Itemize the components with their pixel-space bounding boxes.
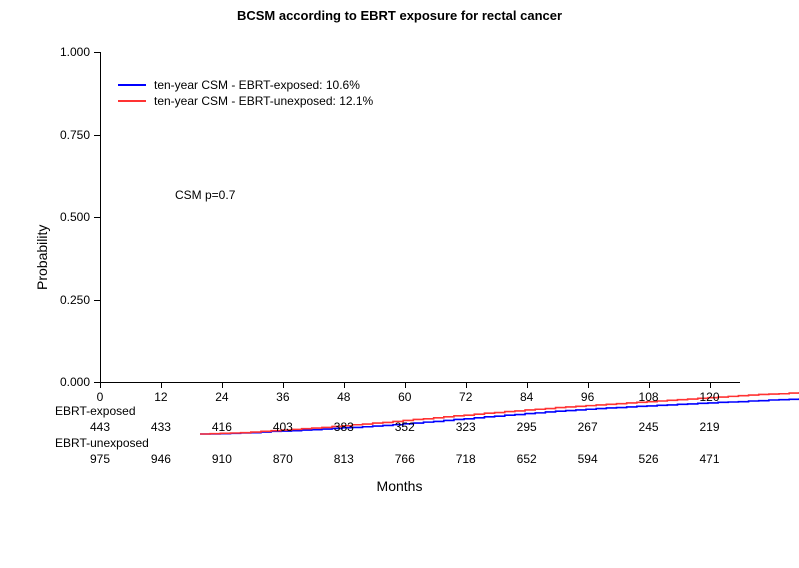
xtick-label: 60: [398, 390, 411, 404]
ytick-label: 0.250: [0, 293, 90, 307]
xtick-mark: [283, 382, 284, 388]
risk-cell: 383: [334, 420, 354, 434]
ytick-label: 1.000: [0, 45, 90, 59]
chart-title: BCSM according to EBRT exposure for rect…: [0, 8, 799, 23]
xtick-label: 36: [276, 390, 289, 404]
xtick-label: 108: [639, 390, 659, 404]
risk-cell: 526: [639, 452, 659, 466]
xtick-mark: [100, 382, 101, 388]
legend-swatch: [118, 84, 146, 86]
ytick-mark: [94, 300, 100, 301]
xtick-mark: [405, 382, 406, 388]
xtick-mark: [344, 382, 345, 388]
x-axis-line: [100, 382, 740, 383]
ytick-mark: [94, 52, 100, 53]
xtick-mark: [222, 382, 223, 388]
ytick-label: 0.500: [0, 210, 90, 224]
xtick-mark: [649, 382, 650, 388]
ytick-mark: [94, 135, 100, 136]
xtick-mark: [710, 382, 711, 388]
series-svg: [100, 52, 799, 568]
legend-swatch: [118, 100, 146, 102]
risk-cell: 245: [639, 420, 659, 434]
ytick-label: 0.000: [0, 375, 90, 389]
risk-cell: 219: [700, 420, 720, 434]
risk-cell: 403: [273, 420, 293, 434]
risk-cell: 910: [212, 452, 232, 466]
xtick-mark: [466, 382, 467, 388]
risk-cell: 416: [212, 420, 232, 434]
risk-cell: 766: [395, 452, 415, 466]
risk-row-label: EBRT-exposed: [55, 404, 136, 418]
xtick-mark: [161, 382, 162, 388]
risk-cell: 352: [395, 420, 415, 434]
risk-cell: 718: [456, 452, 476, 466]
risk-cell: 594: [578, 452, 598, 466]
risk-cell: 946: [151, 452, 171, 466]
risk-cell: 870: [273, 452, 293, 466]
y-axis-label: Probability: [34, 225, 50, 290]
ytick-label: 0.750: [0, 128, 90, 142]
xtick-label: 84: [520, 390, 533, 404]
risk-cell: 652: [517, 452, 537, 466]
risk-cell: 471: [700, 452, 720, 466]
xtick-label: 0: [97, 390, 104, 404]
risk-cell: 975: [90, 452, 110, 466]
risk-row-label: EBRT-unexposed: [55, 436, 149, 450]
xtick-label: 72: [459, 390, 472, 404]
risk-cell: 323: [456, 420, 476, 434]
xtick-label: 96: [581, 390, 594, 404]
risk-cell: 295: [517, 420, 537, 434]
xtick-mark: [588, 382, 589, 388]
risk-cell: 443: [90, 420, 110, 434]
ytick-mark: [94, 217, 100, 218]
risk-cell: 813: [334, 452, 354, 466]
risk-cell: 267: [578, 420, 598, 434]
p-value-text: CSM p=0.7: [175, 188, 235, 202]
xtick-label: 120: [700, 390, 720, 404]
xtick-mark: [527, 382, 528, 388]
xtick-label: 24: [215, 390, 228, 404]
xtick-label: 48: [337, 390, 350, 404]
risk-cell: 433: [151, 420, 171, 434]
legend-label: ten-year CSM - EBRT-unexposed: 12.1%: [154, 94, 373, 108]
y-axis-line: [100, 52, 101, 382]
legend-label: ten-year CSM - EBRT-exposed: 10.6%: [154, 78, 360, 92]
xtick-label: 12: [154, 390, 167, 404]
